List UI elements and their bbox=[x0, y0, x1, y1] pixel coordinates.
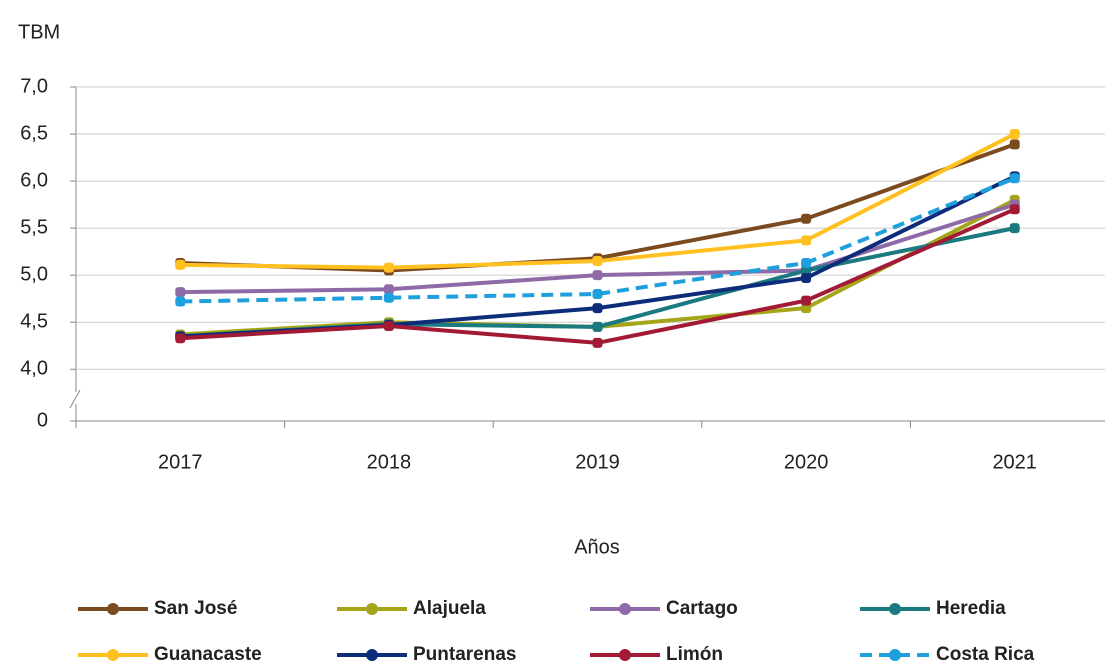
data-marker bbox=[383, 262, 394, 273]
x-tick-label: 2019 bbox=[575, 451, 620, 473]
data-marker bbox=[801, 213, 812, 224]
data-marker bbox=[592, 337, 603, 348]
data-marker bbox=[1009, 139, 1020, 150]
x-tick-label: 2021 bbox=[992, 451, 1037, 473]
x-axis-label: Años bbox=[574, 536, 620, 558]
data-marker bbox=[175, 259, 186, 270]
axis-break bbox=[69, 389, 81, 409]
legend-marker bbox=[107, 649, 119, 661]
chart-title: TBM bbox=[18, 21, 60, 43]
data-marker bbox=[801, 257, 812, 268]
legend-label: San José bbox=[154, 598, 237, 619]
legend-label: Heredia bbox=[936, 598, 1006, 619]
y-tick-label: 4,0 bbox=[20, 358, 48, 380]
legend-label: Limón bbox=[666, 644, 723, 665]
legend-label: Costa Rica bbox=[936, 644, 1035, 665]
x-tick-label: 2017 bbox=[158, 451, 203, 473]
legend-marker bbox=[107, 603, 119, 615]
data-marker bbox=[801, 235, 812, 246]
x-tick-label: 2018 bbox=[367, 451, 412, 473]
y-tick-label: 0 bbox=[37, 409, 48, 431]
data-marker bbox=[592, 256, 603, 267]
data-marker bbox=[1009, 223, 1020, 234]
x-tick-label: 2020 bbox=[784, 451, 829, 473]
y-tick-label: 5,5 bbox=[20, 216, 48, 238]
y-tick-label: 7,0 bbox=[20, 75, 48, 97]
legend-label: Alajuela bbox=[413, 598, 486, 619]
y-tick-label: 6,0 bbox=[20, 169, 48, 191]
legend-marker bbox=[366, 649, 378, 661]
data-marker bbox=[801, 272, 812, 283]
data-marker bbox=[175, 287, 186, 298]
data-marker bbox=[175, 333, 186, 344]
y-tick-label: 4,5 bbox=[20, 310, 48, 332]
data-marker bbox=[383, 292, 394, 303]
data-marker bbox=[1009, 129, 1020, 140]
data-marker bbox=[383, 320, 394, 331]
data-marker bbox=[801, 265, 812, 276]
data-marker bbox=[592, 321, 603, 332]
legend-marker bbox=[619, 649, 631, 661]
legend-label: Puntarenas bbox=[413, 644, 516, 665]
data-marker bbox=[1009, 173, 1020, 184]
y-tick-label: 5,0 bbox=[20, 263, 48, 285]
legend-label: Cartago bbox=[666, 598, 738, 619]
data-marker bbox=[592, 270, 603, 281]
legend-marker bbox=[889, 603, 901, 615]
legend-label: Guanacaste bbox=[154, 644, 262, 665]
series-line bbox=[180, 176, 1016, 304]
data-marker bbox=[801, 295, 812, 306]
y-tick-label: 6,5 bbox=[20, 122, 48, 144]
data-marker bbox=[175, 296, 186, 307]
series-line bbox=[180, 132, 1016, 270]
data-marker bbox=[383, 284, 394, 295]
data-marker bbox=[1009, 204, 1020, 215]
data-marker bbox=[801, 303, 812, 314]
legend-marker bbox=[366, 603, 378, 615]
data-marker bbox=[592, 288, 603, 299]
data-marker bbox=[592, 303, 603, 314]
legend-marker bbox=[889, 649, 901, 661]
legend-marker bbox=[619, 603, 631, 615]
